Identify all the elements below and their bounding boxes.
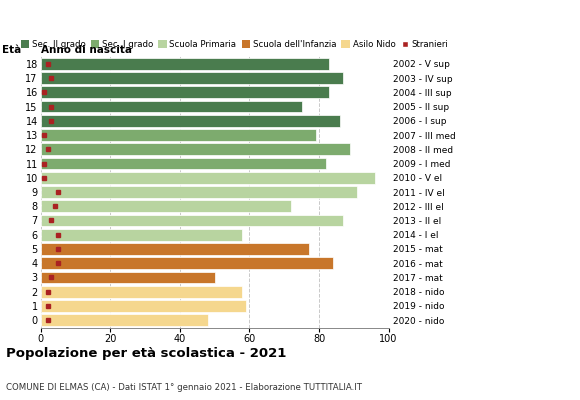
Bar: [41, 101, 302, 112]
Bar: [41, 243, 309, 255]
Text: Età: Età: [2, 45, 21, 55]
Bar: [41, 314, 208, 326]
Text: Anno di nascita: Anno di nascita: [41, 45, 132, 55]
Bar: [41, 272, 215, 283]
Bar: [41, 158, 326, 169]
Bar: [41, 286, 242, 298]
Bar: [41, 72, 343, 84]
Bar: [41, 229, 242, 240]
Bar: [41, 215, 343, 226]
Bar: [41, 172, 375, 184]
Bar: [41, 129, 316, 141]
Text: Popolazione per età scolastica - 2021: Popolazione per età scolastica - 2021: [6, 347, 286, 360]
Bar: [41, 86, 329, 98]
Text: COMUNE DI ELMAS (CA) - Dati ISTAT 1° gennaio 2021 - Elaborazione TUTTITALIA.IT: COMUNE DI ELMAS (CA) - Dati ISTAT 1° gen…: [6, 383, 362, 392]
Legend: Sec. II grado, Sec. I grado, Scuola Primaria, Scuola dell'Infanzia, Asilo Nido, : Sec. II grado, Sec. I grado, Scuola Prim…: [20, 40, 448, 49]
Bar: [41, 200, 291, 212]
Bar: [41, 257, 333, 269]
Bar: [41, 186, 357, 198]
Bar: [41, 115, 340, 127]
Bar: [41, 144, 350, 155]
Bar: [41, 58, 329, 70]
Bar: [41, 300, 246, 312]
